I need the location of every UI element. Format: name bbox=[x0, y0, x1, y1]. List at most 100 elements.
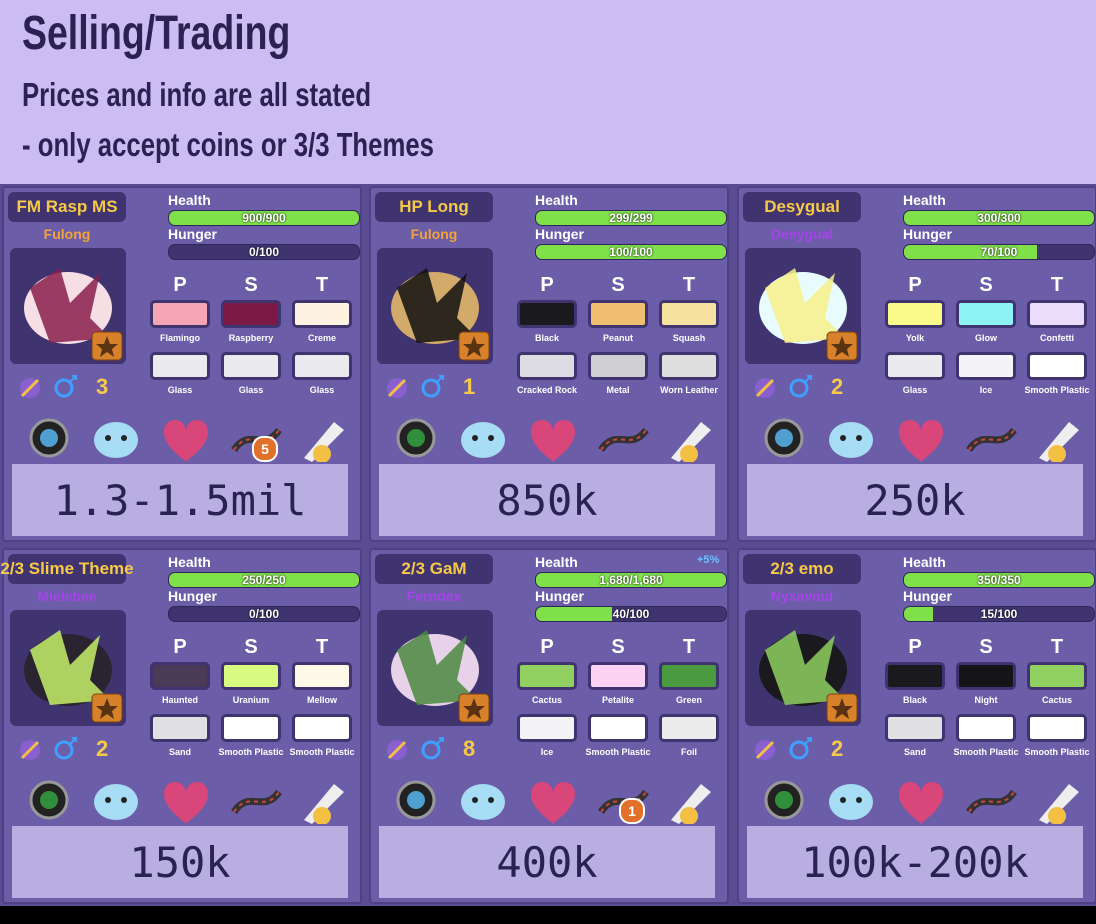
primary-swatch bbox=[885, 662, 945, 690]
pet-count: 8 bbox=[463, 736, 476, 761]
hunger-bar: 15/100 bbox=[903, 606, 1095, 622]
secondary-swatch bbox=[659, 352, 719, 380]
gene-column: P bbox=[908, 636, 922, 658]
pet-species: Nyxavoid bbox=[770, 588, 834, 604]
primary-name: Uranium bbox=[232, 695, 270, 705]
price: 150k bbox=[12, 826, 348, 898]
pet-count: 2 bbox=[831, 736, 844, 761]
secondary-name: Glass bbox=[167, 385, 193, 395]
secondary-swatch bbox=[150, 352, 210, 380]
health-label: Health bbox=[903, 554, 946, 570]
secondary-swatch bbox=[956, 714, 1016, 742]
primary-name: Cactus bbox=[531, 695, 562, 705]
secondary-name: Smooth Plastic bbox=[1024, 747, 1090, 757]
hunger-label: Hunger bbox=[168, 226, 217, 242]
trait-icons bbox=[387, 375, 711, 462]
secondary-swatch bbox=[221, 352, 281, 380]
listing-card: 2/3 GaM Ferndex Health 1,680/1,680 Hunger 40… bbox=[369, 548, 729, 904]
health-text: 350/350 bbox=[977, 573, 1021, 587]
health-bar: 900/900 bbox=[168, 210, 360, 226]
hunger-label: Hunger bbox=[535, 226, 584, 242]
pet-name: 2/3 emo bbox=[743, 554, 861, 584]
trait-icons bbox=[755, 375, 1079, 462]
health-fill bbox=[904, 573, 1094, 587]
secondary-swatch bbox=[588, 352, 648, 380]
primary-name: Green bbox=[675, 695, 702, 705]
primary-name: Haunted bbox=[162, 695, 198, 705]
hunger-label: Hunger bbox=[168, 588, 217, 604]
pet-species: Ferndex bbox=[406, 588, 462, 604]
primary-swatch bbox=[517, 300, 577, 328]
gene-column: S bbox=[611, 274, 625, 296]
primary-swatch bbox=[659, 662, 719, 690]
secondary-name: Smooth Plastic bbox=[289, 747, 355, 757]
hunger-bar: 100/100 bbox=[535, 244, 727, 260]
hunger-fill bbox=[536, 607, 612, 621]
gene-column: P bbox=[908, 274, 922, 296]
hunger-text: 40/100 bbox=[612, 607, 650, 621]
gene-column: P bbox=[540, 274, 554, 296]
primary-swatch bbox=[292, 300, 352, 328]
hunger-label: Hunger bbox=[903, 588, 952, 604]
pet-image bbox=[745, 610, 861, 726]
hunger-text: 0/100 bbox=[248, 245, 280, 259]
primary-name: Creme bbox=[307, 333, 336, 343]
primary-name: Black bbox=[534, 333, 560, 343]
listing-card: 2/3 emo Nyxavoid Health 350/350 Hunger 15/10… bbox=[737, 548, 1096, 904]
dna-badge: 1 bbox=[619, 798, 645, 824]
health-text: 250/250 bbox=[242, 573, 286, 587]
health-fill bbox=[169, 573, 359, 587]
hunger-text: 15/100 bbox=[980, 607, 1018, 621]
primary-swatch bbox=[885, 300, 945, 328]
pet-species: Fulong bbox=[410, 226, 458, 242]
listing-card: HP Long Fulong Health 299/299 Hunger 100/100… bbox=[369, 186, 729, 542]
primary-swatch bbox=[221, 300, 281, 328]
secondary-swatch bbox=[1027, 352, 1087, 380]
pet-image bbox=[377, 248, 493, 364]
secondary-name: Ice bbox=[979, 385, 993, 395]
pet-image bbox=[745, 248, 861, 364]
gene-column: T bbox=[1050, 274, 1064, 296]
hunger-text: 70/100 bbox=[980, 245, 1018, 259]
primary-name: Confetti bbox=[1040, 333, 1074, 343]
health-fill bbox=[169, 211, 359, 225]
secondary-name: Glass bbox=[902, 385, 928, 395]
primary-swatch bbox=[588, 662, 648, 690]
health-bar: 300/300 bbox=[903, 210, 1095, 226]
primary-name: Mellow bbox=[306, 695, 337, 705]
health-text: 1,680/1,680 bbox=[599, 573, 663, 587]
hunger-label: Hunger bbox=[903, 226, 952, 242]
header: Selling/Trading Prices and info are all … bbox=[0, 0, 1096, 184]
trait-icons bbox=[20, 737, 344, 824]
secondary-name: Ice bbox=[540, 747, 554, 757]
hunger-bar: 70/100 bbox=[903, 244, 1095, 260]
secondary-name: Metal bbox=[606, 385, 630, 395]
pet-species: Desygual bbox=[770, 226, 834, 242]
gene-column: T bbox=[315, 636, 329, 658]
pet-species: Fulong bbox=[43, 226, 91, 242]
gene-column: T bbox=[682, 274, 696, 296]
pet-count: 2 bbox=[831, 374, 844, 399]
primary-name: Glow bbox=[975, 333, 997, 343]
title: Selling/Trading bbox=[22, 7, 291, 60]
pet-art bbox=[24, 268, 123, 361]
hunger-label: Hunger bbox=[535, 588, 584, 604]
hunger-text: 100/100 bbox=[609, 245, 653, 259]
primary-name: Squash bbox=[672, 333, 706, 343]
secondary-swatch bbox=[221, 714, 281, 742]
listing-card: FM Rasp MS Fulong Health 900/900 Hunger 0/10… bbox=[2, 186, 362, 542]
health-bar: 350/350 bbox=[903, 572, 1095, 588]
health-bar: 1,680/1,680 bbox=[535, 572, 727, 588]
price: 850k bbox=[379, 464, 715, 536]
hunger-bar: 0/100 bbox=[168, 606, 360, 622]
hunger-fill bbox=[904, 607, 933, 621]
secondary-swatch bbox=[885, 714, 945, 742]
health-text: 900/900 bbox=[242, 211, 286, 225]
secondary-swatch bbox=[517, 352, 577, 380]
subtitle: Prices and info are all stated bbox=[22, 76, 372, 113]
hunger-bar: 40/100 bbox=[535, 606, 727, 622]
primary-swatch bbox=[1027, 300, 1087, 328]
dna-badge: 5 bbox=[252, 436, 278, 462]
primary-name: Flamingo bbox=[160, 333, 200, 343]
price: 100k-200k bbox=[747, 826, 1083, 898]
